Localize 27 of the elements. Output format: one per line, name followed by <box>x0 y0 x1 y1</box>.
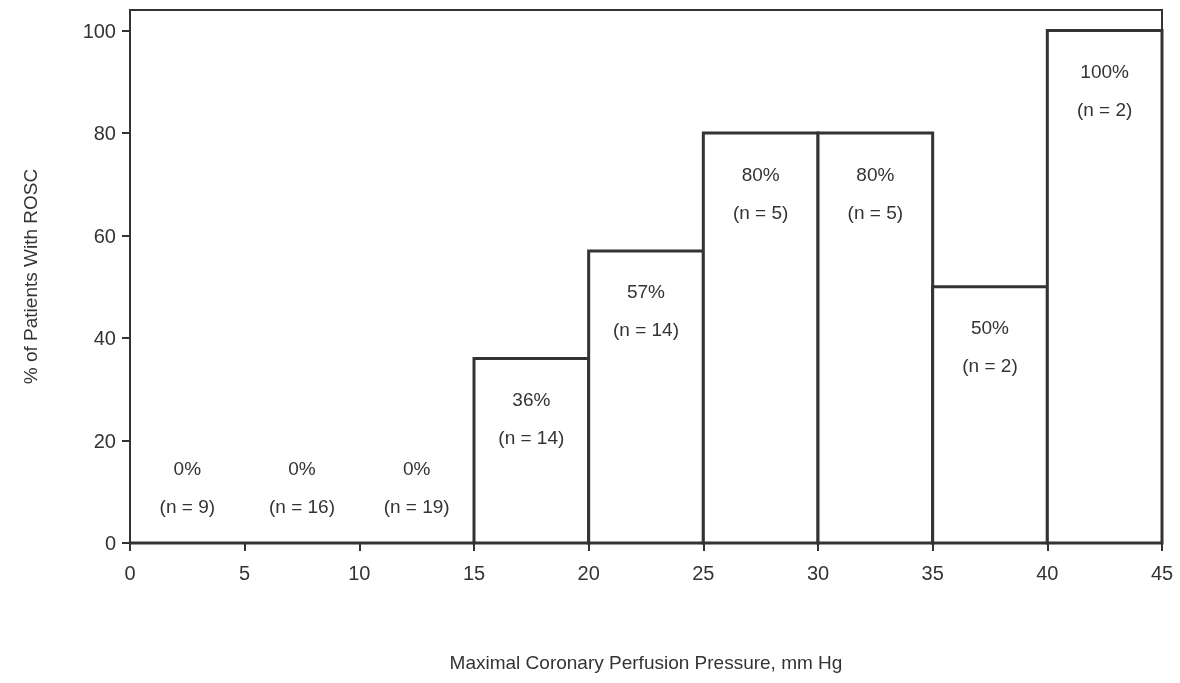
x-tick-label: 5 <box>239 562 251 584</box>
data-label: 0% (n = 19) <box>383 457 450 517</box>
x-tick-label: 30 <box>806 562 830 584</box>
data-label: 0% (n = 9) <box>159 457 216 517</box>
x-tick-label: 10 <box>348 562 371 584</box>
x-tick-label: 25 <box>692 562 715 584</box>
x-tick-label: 20 <box>577 562 600 584</box>
data-label: 100% (n = 2) <box>1076 61 1133 120</box>
y-tick-label: 80 <box>93 122 116 144</box>
x-tick-label: 35 <box>921 562 944 584</box>
x-tick-label: 0 <box>124 562 136 584</box>
data-label: 36% (n = 14) <box>498 389 565 448</box>
y-tick-label: 20 <box>93 429 116 452</box>
data-label: 80% (n = 5) <box>847 163 904 223</box>
y-tick-label: 40 <box>93 327 116 349</box>
x-tick-label: 45 <box>1150 562 1174 584</box>
x-axis-title: Maximal Coronary Perfusion Pressure, mm Hg <box>449 652 843 673</box>
x-tick-label: 15 <box>462 562 486 584</box>
y-axis-title: % of Patients With ROSC <box>20 168 41 385</box>
y-tick-label: 60 <box>93 224 116 247</box>
x-tick-label: 40 <box>1036 562 1059 584</box>
data-label: 57% (n = 14) <box>612 281 680 341</box>
y-tick-label: 0 <box>104 532 116 554</box>
data-label: 0% (n = 16) <box>268 457 336 517</box>
data-label: 50% (n = 2) <box>962 317 1018 377</box>
y-tick-label: 100 <box>82 19 116 42</box>
data-label: 80% (n = 5) <box>732 163 789 223</box>
